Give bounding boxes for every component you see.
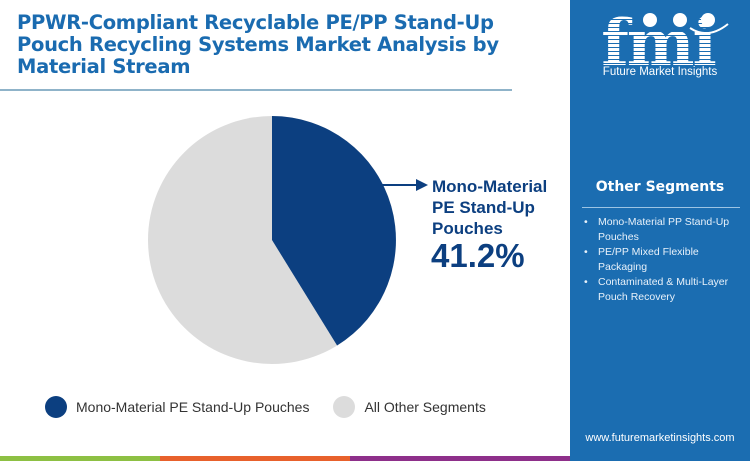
website-link[interactable]: www.futuremarketinsights.com <box>585 432 735 444</box>
segment-label: Mono-Material PP Stand-Up Pouches <box>598 216 730 243</box>
logo-subtitle: Future Market Insights <box>602 66 718 78</box>
callout-value: 41.2% <box>431 237 525 274</box>
footer-stripe-purple <box>350 456 570 461</box>
list-item: • Mono-Material PP Stand-Up Pouches <box>584 215 744 245</box>
chart-legend: Mono-Material PE Stand-Up Pouches All Ot… <box>45 396 510 418</box>
pie-slice-mono-material-pe[interactable] <box>272 116 396 346</box>
title-divider <box>0 89 512 91</box>
list-item: • PE/PP Mixed Flexible Packaging <box>584 245 744 275</box>
bullet-icon: • <box>584 216 588 228</box>
legend-swatch-light-gray <box>333 396 356 418</box>
callout-label: Mono-Material PE Stand-Up Pouches <box>432 177 548 238</box>
chart-title: PPWR-Compliant Recyclable PE/PP Stand-Up… <box>17 11 499 78</box>
legend-item-mono-material-pe[interactable]: Mono-Material PE Stand-Up Pouches <box>45 396 309 418</box>
other-segments-list: • Mono-Material PP Stand-Up Pouches • PE… <box>584 215 744 305</box>
bullet-icon: • <box>584 246 588 258</box>
svg-text:fmi: fmi <box>601 8 715 81</box>
fmi-logo: fmi <box>601 8 729 81</box>
list-item: • Contaminated & Multi-Layer Pouch Recov… <box>584 275 744 305</box>
bullet-icon: • <box>584 276 588 288</box>
legend-label: All Other Segments <box>364 399 486 415</box>
arrow-right-icon <box>374 179 428 191</box>
legend-item-all-other-segments[interactable]: All Other Segments <box>333 396 486 418</box>
other-segments-title: Other Segments <box>595 179 725 195</box>
globe-asia-icon <box>701 13 715 27</box>
globe-americas-icon <box>643 13 657 27</box>
pie-chart <box>148 116 396 364</box>
footer-stripe-green <box>0 456 160 461</box>
legend-swatch-dark-blue <box>45 396 67 418</box>
footer-stripe-orange <box>160 456 350 461</box>
sidebar-panel: fmi Future Market Insights Other Segment… <box>570 0 750 461</box>
segment-label: PE/PP Mixed Flexible Packaging <box>598 246 699 273</box>
legend-label: Mono-Material PE Stand-Up Pouches <box>76 399 310 415</box>
segments-divider <box>582 207 740 208</box>
segment-label: Contaminated & Multi-Layer Pouch Recover… <box>598 276 729 303</box>
globe-europe-icon <box>673 13 687 27</box>
